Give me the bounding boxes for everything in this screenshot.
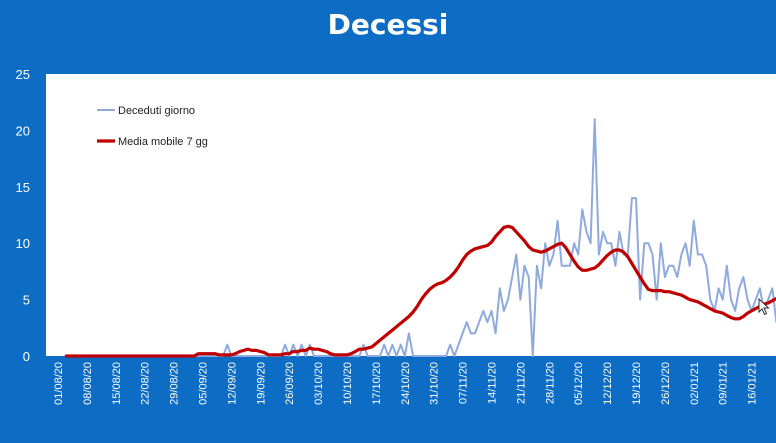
x-tick-label: 26/12/20 [660, 362, 672, 405]
x-tick-label: 10/10/20 [342, 362, 354, 405]
series-moving-average-line [64, 224, 776, 358]
x-tick-label: 15/08/20 [111, 362, 123, 405]
series-daily-deaths-line [65, 118, 776, 357]
x-tick-label: 05/12/20 [573, 362, 585, 405]
x-tick-label: 07/11/20 [458, 362, 470, 404]
x-tick-label: 03/10/20 [313, 362, 325, 405]
x-tick-label: 22/08/20 [140, 362, 152, 405]
x-tick-label: 29/08/20 [169, 362, 181, 405]
x-tick-label: 17/10/20 [371, 362, 383, 405]
x-tick-label: 05/09/20 [198, 362, 210, 405]
x-tick-label: 31/10/20 [429, 362, 441, 405]
x-tick-label: 02/01/21 [689, 362, 701, 405]
x-tick-label: 09/01/21 [718, 362, 730, 405]
x-tick-label: 19/09/20 [255, 362, 267, 405]
mouse-cursor-icon [758, 298, 770, 316]
legend-label: Deceduti giorno [118, 105, 195, 117]
x-tick-label: 19/12/20 [631, 362, 643, 405]
x-tick-label: 12/12/20 [602, 362, 614, 405]
x-tick-label: 28/11/20 [544, 362, 556, 404]
y-tick-label: 10 [16, 236, 30, 251]
y-tick-label: 5 [23, 293, 30, 308]
y-tick-label: 0 [23, 349, 30, 364]
chart-title: Decessi [327, 8, 449, 41]
y-tick-label: 15 [16, 180, 30, 195]
x-tick-label: 01/08/20 [53, 362, 65, 405]
x-tick-label: 14/11/20 [487, 362, 499, 404]
x-tick-label: 08/08/20 [82, 362, 94, 405]
y-tick-label: 20 [16, 123, 30, 138]
x-tick-label: 16/01/21 [747, 362, 759, 405]
x-tick-label: 12/09/20 [226, 362, 238, 405]
x-tick-label: 24/10/20 [400, 362, 412, 405]
y-tick-label: 25 [16, 67, 30, 82]
plot-area [46, 74, 776, 356]
x-tick-label: 26/09/20 [284, 362, 296, 405]
legend-label: Media mobile 7 gg [118, 136, 208, 148]
x-tick-label: 21/11/20 [515, 362, 527, 404]
